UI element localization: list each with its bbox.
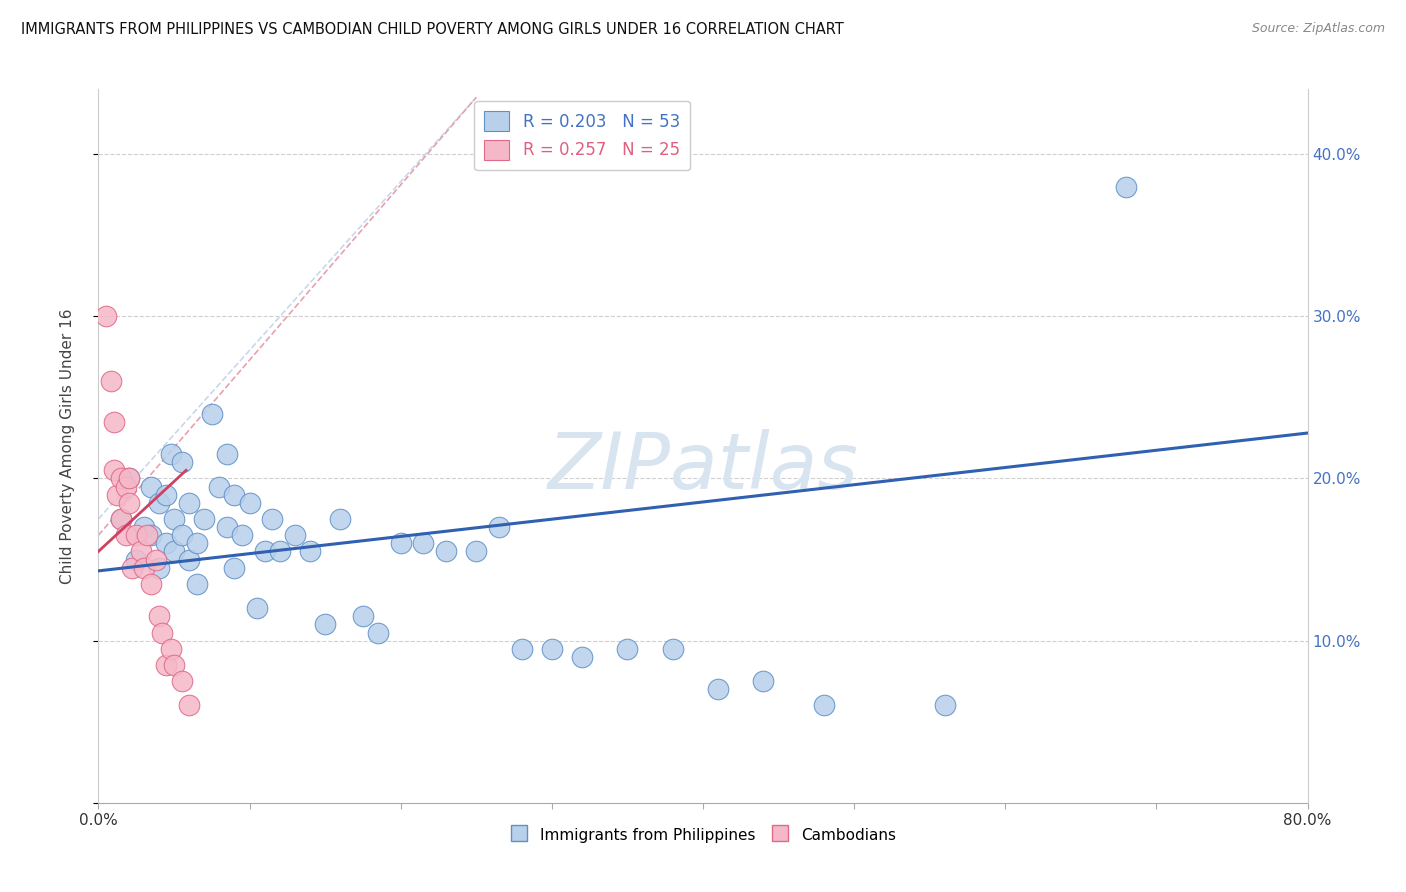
Point [208, 479, 231, 493]
Point [118, 471, 141, 485]
Point [132, 560, 155, 574]
Point [103, 415, 125, 429]
Point [571, 649, 593, 664]
Point [160, 447, 183, 461]
Point [141, 577, 163, 591]
Y-axis label: Child Poverty Among Girls Under 16: Child Poverty Among Girls Under 16 [60, 309, 75, 583]
Point [239, 496, 262, 510]
Point [160, 641, 183, 656]
Point [135, 528, 157, 542]
Point [934, 698, 956, 713]
Point [262, 512, 284, 526]
Point [155, 657, 177, 672]
Point [284, 528, 307, 542]
Point [389, 536, 412, 550]
Point [616, 641, 638, 656]
Point [114, 528, 136, 542]
Point [179, 552, 201, 566]
Point [224, 488, 246, 502]
Point [465, 544, 488, 558]
Point [114, 479, 136, 493]
Point [329, 512, 352, 526]
Point [193, 512, 215, 526]
Point [170, 674, 193, 689]
Point [94, 310, 117, 324]
Point [707, 682, 730, 697]
Point [148, 560, 170, 574]
Point [661, 641, 683, 656]
Point [314, 617, 336, 632]
Text: Source: ZipAtlas.com: Source: ZipAtlas.com [1251, 22, 1385, 36]
Point [215, 447, 238, 461]
Point [186, 536, 208, 550]
Point [148, 609, 170, 624]
Point [367, 625, 389, 640]
Point [186, 577, 208, 591]
Point [510, 641, 533, 656]
Point [150, 625, 173, 640]
Point [141, 528, 163, 542]
Point [141, 479, 163, 493]
Point [170, 528, 193, 542]
Point [201, 407, 224, 421]
Point [434, 544, 457, 558]
Point [170, 455, 193, 469]
Point [148, 496, 170, 510]
Point [110, 512, 132, 526]
Point [110, 471, 132, 485]
Point [121, 560, 143, 574]
Point [163, 544, 186, 558]
Point [412, 536, 434, 550]
Point [299, 544, 322, 558]
Point [1115, 179, 1137, 194]
Point [125, 528, 148, 542]
Point [246, 601, 269, 615]
Point [155, 536, 177, 550]
Point [352, 609, 374, 624]
Point [752, 674, 775, 689]
Point [224, 560, 246, 574]
Point [488, 520, 510, 534]
Point [540, 641, 562, 656]
Point [103, 463, 125, 477]
Point [253, 544, 276, 558]
Point [129, 544, 152, 558]
Point [269, 544, 291, 558]
Point [179, 496, 201, 510]
Point [155, 488, 177, 502]
Point [100, 374, 122, 388]
Point [118, 471, 141, 485]
Point [231, 528, 253, 542]
Point [215, 520, 238, 534]
Point [179, 698, 201, 713]
Point [813, 698, 835, 713]
Point [132, 520, 155, 534]
Legend: Immigrants from Philippines, Cambodians: Immigrants from Philippines, Cambodians [503, 821, 903, 848]
Point [125, 552, 148, 566]
Text: ZIPatlas: ZIPatlas [547, 429, 859, 506]
Text: IMMIGRANTS FROM PHILIPPINES VS CAMBODIAN CHILD POVERTY AMONG GIRLS UNDER 16 CORR: IMMIGRANTS FROM PHILIPPINES VS CAMBODIAN… [21, 22, 844, 37]
Point [145, 552, 167, 566]
Point [163, 512, 186, 526]
Point [118, 496, 141, 510]
Point [110, 512, 132, 526]
Point [105, 488, 128, 502]
Point [163, 657, 186, 672]
